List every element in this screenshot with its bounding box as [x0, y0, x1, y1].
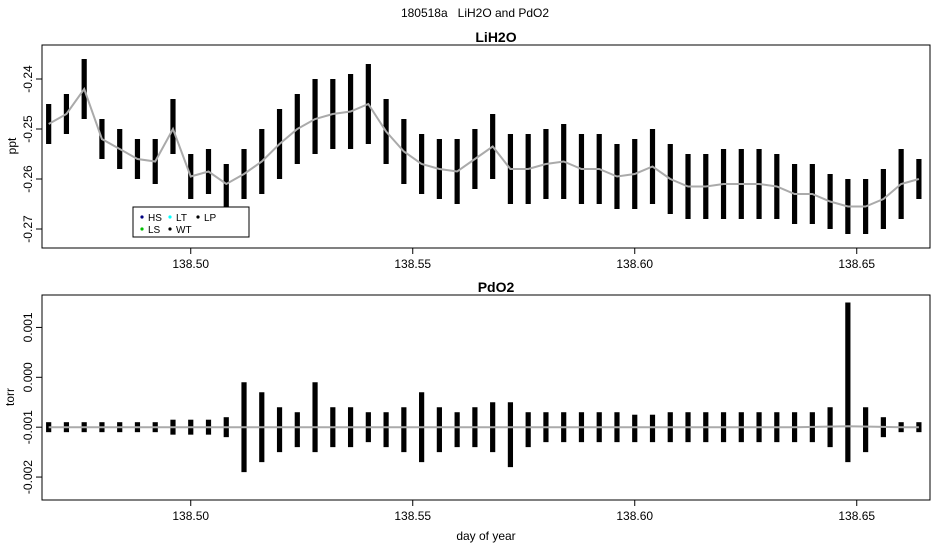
lih2o-panel: 138.50 138.55 138.60 138.65 -0.27 -0.26 -0.25 -… — [5, 29, 931, 271]
pdo2-smoothed-line — [48, 425, 919, 429]
legend-marker — [140, 227, 144, 231]
legend-marker — [140, 215, 144, 219]
lih2o-y-tick-label: -0.24 — [21, 65, 35, 93]
legend-label: LT — [176, 213, 187, 224]
lih2o-smoothed-line — [48, 86, 920, 208]
legend-marker — [168, 227, 172, 231]
pdo2-plot-frame — [41, 294, 931, 501]
legend-label: HS — [148, 213, 162, 224]
legend-marker — [168, 215, 172, 219]
pdo2-x-tick-label: 138.50 — [172, 509, 209, 523]
lih2o-panel-title: LiH2O — [475, 29, 516, 45]
pdo2-x-tick-label: 138.55 — [394, 509, 431, 523]
lih2o-legend: HS LT LP LS WT — [132, 206, 250, 238]
pdo2-y-tick-label: -0.001 — [21, 410, 35, 444]
pdo2-panel-title: PdO2 — [478, 279, 515, 295]
pdo2-y-tick-label: 0.000 — [21, 362, 35, 392]
lih2o-y-axis-label: ppt — [5, 137, 19, 154]
pdo2-y-axis-label: torr — [3, 388, 17, 406]
lih2o-plot-frame — [41, 44, 931, 249]
lih2o-x-tick-label: 138.60 — [616, 257, 653, 271]
legend-label: WT — [176, 225, 192, 236]
pdo2-x-tick-label: 138.60 — [616, 509, 653, 523]
pdo2-y-tick-label: -0.002 — [21, 460, 35, 494]
legend-label: LS — [148, 225, 161, 236]
figure-title: 180518a LiH2O and PdO2 — [400, 6, 550, 20]
lih2o-x-tick-label: 138.50 — [172, 257, 209, 271]
legend-marker — [196, 215, 200, 219]
lih2o-x-tick-label: 138.65 — [838, 257, 875, 271]
lih2o-y-tick-label: -0.25 — [21, 115, 35, 143]
pdo2-x-axis-label: day of year — [456, 529, 515, 543]
lih2o-y-tick-label: -0.27 — [21, 215, 35, 243]
pdo2-y-tick-label: 0.001 — [21, 312, 35, 342]
legend-label: LP — [204, 213, 217, 224]
lih2o-x-tick-label: 138.55 — [394, 257, 431, 271]
lih2o-y-tick-label: -0.26 — [21, 165, 35, 193]
pdo2-x-tick-label: 138.65 — [838, 509, 875, 523]
legend-box — [132, 206, 250, 238]
pdo2-panel: 138.50 138.55 138.60 138.65 -0.002 -0.001 0.00… — [3, 279, 931, 543]
